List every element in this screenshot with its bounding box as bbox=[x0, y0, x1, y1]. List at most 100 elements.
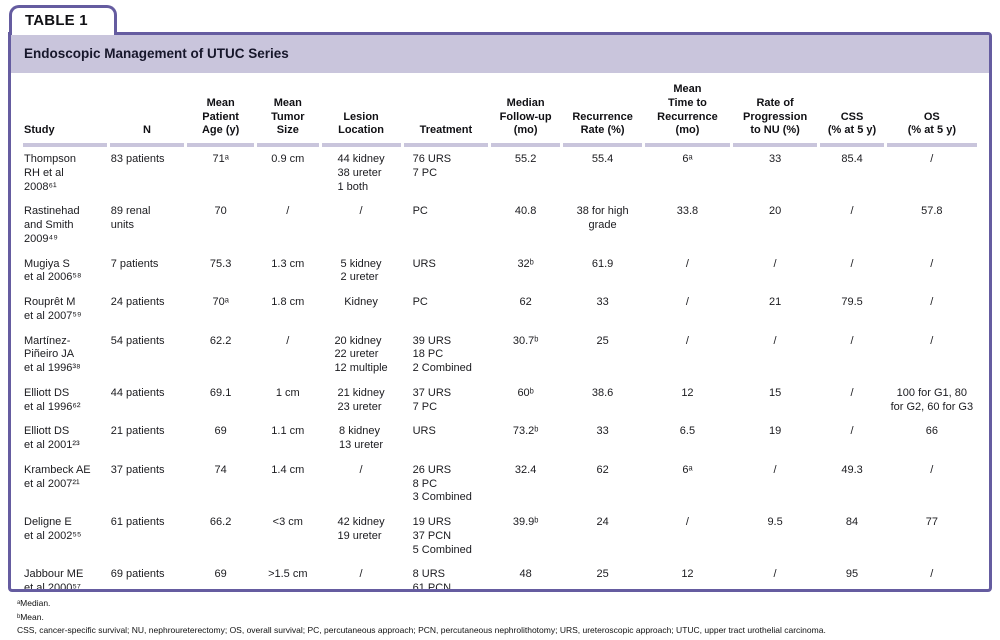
cell-os: 77 bbox=[925, 516, 938, 528]
cell-os: / bbox=[930, 568, 934, 581]
table-row: Elliott DS et al 2001²³ 21 patients 69 1… bbox=[23, 419, 977, 458]
cell-recurrence: 38.6 bbox=[591, 386, 614, 399]
cell-time-to-recurrence: 12 bbox=[681, 568, 694, 581]
column-header-recurrence: Recurrence Rate (%) bbox=[563, 75, 643, 147]
cell-time-to-recurrence: / bbox=[685, 334, 689, 347]
cell-location: / bbox=[359, 205, 363, 218]
footnotes: ᵃMedian. ᵇMean. CSS, cancer-specific sur… bbox=[8, 592, 992, 638]
cell-age: 62.2 bbox=[209, 334, 232, 347]
cell-recurrence: 33 bbox=[596, 425, 609, 438]
cell-progression: 20 bbox=[768, 205, 782, 218]
header-row: Study N Mean Patient Age (y) Mean Tumor … bbox=[23, 75, 977, 147]
column-header-study: Study bbox=[23, 75, 107, 147]
cell-recurrence: 62 bbox=[596, 463, 609, 476]
table-row: Rouprêt M et al 2007⁵⁹ 24 patients 70ᵃ 1… bbox=[23, 290, 977, 329]
cell-time-to-recurrence: 12 bbox=[681, 386, 694, 399]
table-row: Rastinehad and Smith 2009⁴⁹ 89 renal uni… bbox=[23, 199, 977, 251]
column-header-time-to-recurrence: Mean Time to Recurrence (mo) bbox=[645, 75, 730, 147]
cell-n: 24 patients bbox=[110, 296, 165, 308]
cell-size: 1.8 cm bbox=[271, 296, 305, 308]
cell-css: / bbox=[850, 334, 854, 347]
cell-n: 37 patients bbox=[110, 463, 165, 476]
cell-study: Thompson RH et al 2008⁶¹ bbox=[24, 153, 76, 193]
cell-age: 69 bbox=[214, 425, 227, 438]
cell-study: Deligne E et al 2002⁵⁵ bbox=[24, 516, 82, 542]
cell-location: 8 kidney 13 ureter bbox=[339, 425, 384, 451]
table-row: Jabbour ME et al 2000⁵⁷ 69 patients 69 >… bbox=[23, 562, 977, 592]
cell-age: 66.2 bbox=[209, 516, 232, 528]
cell-css: 79.5 bbox=[841, 296, 863, 308]
cell-time-to-recurrence: / bbox=[685, 257, 689, 270]
table-row: Krambeck AE et al 2007²¹ 37 patients 74 … bbox=[23, 458, 977, 510]
cell-os: 57.8 bbox=[921, 205, 943, 218]
table-row: Elliott DS et al 1996⁶² 44 patients 69.1… bbox=[23, 381, 977, 420]
cell-os: / bbox=[930, 296, 934, 308]
cell-study: Jabbour ME et al 2000⁵⁷ bbox=[24, 568, 84, 592]
table-row: Mugiya S et al 2006⁵⁸ 7 patients 75.3 1.… bbox=[23, 252, 977, 291]
cell-location: Kidney bbox=[344, 296, 378, 308]
cell-n: 89 renal units bbox=[110, 205, 151, 231]
cell-css: / bbox=[850, 205, 854, 218]
cell-css: 84 bbox=[845, 516, 859, 528]
cell-followup: 55.2 bbox=[514, 153, 537, 165]
cell-size: <3 cm bbox=[272, 516, 303, 528]
cell-progression: 33 bbox=[768, 153, 782, 165]
cell-recurrence: 33 bbox=[596, 296, 609, 308]
cell-treatment: PC bbox=[412, 205, 428, 218]
table-row: Thompson RH et al 2008⁶¹ 83 patients 71ᵃ… bbox=[23, 147, 977, 199]
column-header-age: Mean Patient Age (y) bbox=[187, 75, 255, 147]
cell-css: / bbox=[850, 386, 854, 399]
cell-study: Rastinehad and Smith 2009⁴⁹ bbox=[24, 205, 80, 245]
cell-progression: 21 bbox=[768, 296, 782, 308]
cell-location: 42 kidney 19 ureter bbox=[337, 516, 385, 542]
cell-progression: / bbox=[773, 568, 777, 581]
cell-progression: 15 bbox=[768, 386, 782, 399]
cell-age: 75.3 bbox=[209, 257, 232, 270]
table-row: Martínez- Piñeiro JA et al 1996³⁸ 54 pat… bbox=[23, 329, 977, 381]
cell-age: 71ᵃ bbox=[212, 153, 229, 165]
cell-treatment: 8 URS 61 PCN bbox=[412, 568, 452, 592]
cell-progression: 19 bbox=[768, 425, 782, 438]
cell-followup: 60ᵇ bbox=[517, 386, 534, 399]
cell-location: 21 kidney 23 ureter bbox=[337, 386, 385, 413]
cell-css: 95 bbox=[845, 568, 859, 581]
footnote-abbreviations: CSS, cancer-specific survival; NU, nephr… bbox=[17, 625, 826, 636]
cell-size: 1.4 cm bbox=[271, 463, 305, 476]
cell-size: / bbox=[286, 334, 290, 347]
cell-progression: / bbox=[773, 257, 777, 270]
cell-time-to-recurrence: 6ᵃ bbox=[682, 153, 693, 165]
table-panel: Endoscopic Management of UTUC Series Stu… bbox=[8, 32, 992, 592]
cell-time-to-recurrence: 6.5 bbox=[679, 425, 696, 438]
cell-age: 69.1 bbox=[209, 386, 232, 399]
cell-location: / bbox=[359, 568, 363, 581]
cell-study: Rouprêt M et al 2007⁵⁹ bbox=[24, 296, 82, 322]
table-title: Endoscopic Management of UTUC Series bbox=[11, 35, 989, 73]
cell-size: 1.1 cm bbox=[271, 425, 305, 438]
cell-n: 44 patients bbox=[110, 386, 165, 399]
cell-time-to-recurrence: 33.8 bbox=[676, 205, 699, 218]
cell-treatment: URS bbox=[412, 257, 436, 270]
cell-css: / bbox=[850, 257, 854, 270]
cell-location: 20 kidney 22 ureter 12 multiple bbox=[334, 334, 388, 375]
cell-time-to-recurrence: 6ᵃ bbox=[682, 463, 693, 476]
footnote-b: ᵇMean. bbox=[17, 611, 44, 622]
cell-os: / bbox=[930, 463, 934, 476]
cell-treatment: 19 URS 37 PCN 5 Combined bbox=[412, 516, 472, 556]
cell-recurrence: 61.9 bbox=[591, 257, 614, 270]
cell-n: 54 patients bbox=[110, 334, 165, 347]
cell-treatment: 76 URS 7 PC bbox=[412, 153, 452, 179]
cell-size: 1.3 cm bbox=[271, 257, 305, 270]
cell-age: 70 bbox=[214, 205, 227, 218]
cell-size: / bbox=[286, 205, 290, 218]
cell-css: / bbox=[850, 425, 854, 438]
column-header-followup: Median Follow-up (mo) bbox=[491, 75, 561, 147]
cell-os: 66 bbox=[925, 425, 938, 438]
cell-recurrence: 25 bbox=[596, 334, 609, 347]
cell-location: 44 kidney 38 ureter 1 both bbox=[337, 153, 385, 193]
cell-os: / bbox=[930, 153, 934, 165]
column-header-progression: Rate of Progression to NU (%) bbox=[732, 75, 818, 147]
cell-n: 21 patients bbox=[110, 425, 165, 438]
cell-recurrence: 55.4 bbox=[591, 153, 614, 165]
cell-progression: / bbox=[773, 334, 777, 347]
